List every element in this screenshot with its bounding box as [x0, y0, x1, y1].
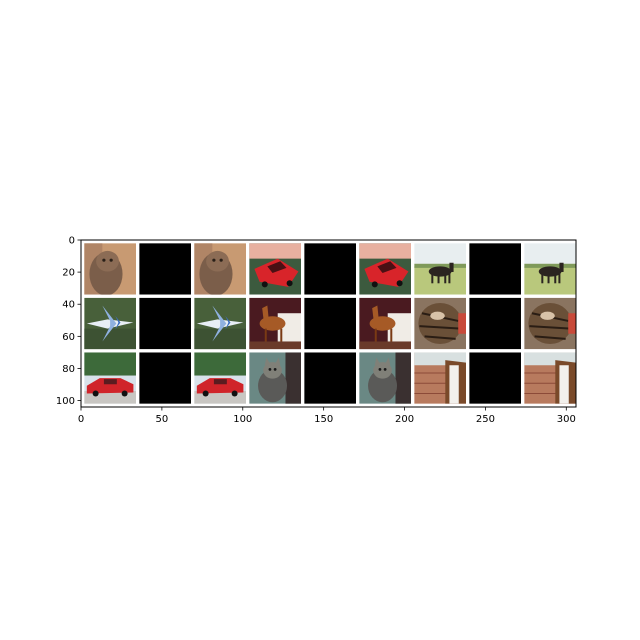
- image-tile-red-car: [249, 243, 301, 295]
- image-tile-horse-field: [524, 243, 576, 295]
- x-axis-ticks: 0 50 100 150 200 250 300: [78, 407, 576, 425]
- axes-frame: [80, 239, 577, 408]
- y-axis-ticks: 0 20 40 60 80 100: [56, 236, 81, 407]
- image-tile-grey-cat: [249, 352, 301, 404]
- image-tile-brown-horse: [249, 297, 301, 350]
- image-tile-horse-face: [414, 352, 466, 404]
- image-tile-horse-field: [414, 243, 466, 295]
- x-tick-label: 150: [314, 414, 333, 425]
- image-tile-red-car: [359, 243, 411, 295]
- image-tile-tabby-cat: [414, 297, 466, 350]
- image-tile-horse-face: [524, 352, 576, 404]
- image-tile-brown-horse: [359, 297, 411, 350]
- x-tick-label: 50: [156, 414, 169, 425]
- image-tile-cat: [84, 243, 136, 295]
- blank-tile: [469, 243, 521, 295]
- image-tile-tabby-cat: [524, 297, 576, 350]
- image-tile-red-car-street: [194, 352, 246, 404]
- y-tick-label: 40: [62, 300, 75, 311]
- x-tick-label: 300: [557, 414, 576, 425]
- image-tile-airplane: [84, 297, 136, 350]
- image-tile-cat: [194, 243, 246, 295]
- blank-tile: [139, 243, 191, 295]
- x-tick-label: 100: [233, 414, 252, 425]
- x-tick-label: 0: [78, 414, 84, 425]
- y-tick-label: 80: [62, 364, 75, 375]
- blank-tile: [469, 297, 521, 350]
- blank-tile: [469, 352, 521, 404]
- x-tick-label: 250: [476, 414, 495, 425]
- blank-tile: [304, 243, 356, 295]
- y-tick-label: 0: [69, 236, 75, 247]
- x-tick-label: 200: [395, 414, 414, 425]
- y-tick-label: 100: [56, 396, 75, 407]
- blank-tile: [139, 297, 191, 350]
- blank-tile: [304, 297, 356, 350]
- y-tick-label: 60: [62, 332, 75, 343]
- image-tiles: [84, 243, 576, 404]
- image-tile-airplane: [194, 297, 246, 350]
- image-tile-red-car-street: [84, 352, 136, 404]
- image-tile-grey-cat: [359, 352, 411, 404]
- y-tick-label: 20: [62, 268, 75, 279]
- blank-tile: [139, 352, 191, 404]
- blank-tile: [304, 352, 356, 404]
